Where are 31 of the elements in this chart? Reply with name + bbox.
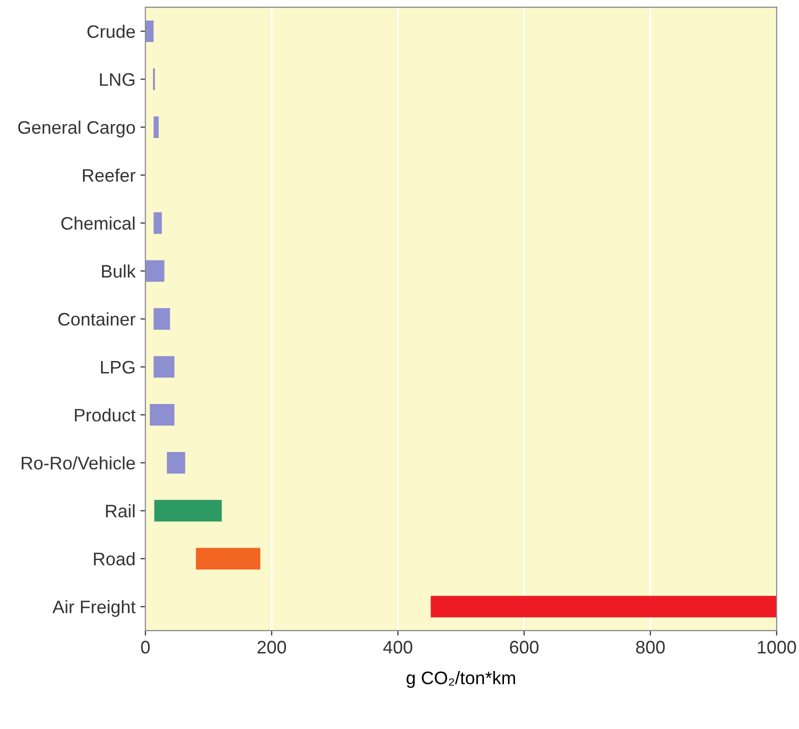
bar	[154, 116, 159, 138]
y-tick-label: Ro-Ro/Vehicle	[22, 456, 135, 470]
y-tick-label: Air Freight	[52, 600, 136, 617]
y-tick-label: LNG	[100, 73, 134, 86]
y-tick-label: Product	[74, 408, 136, 422]
y-tick-label: Bulk	[102, 264, 136, 278]
y-tick-label: Container	[58, 312, 136, 326]
bar	[154, 356, 174, 378]
bar	[430, 596, 777, 618]
y-tick-label: Reefer	[82, 168, 136, 182]
bar	[145, 260, 164, 282]
y-tick-label: Crude	[87, 24, 135, 38]
x-axis-title: g CO₂/ton*km	[406, 671, 516, 688]
bar	[196, 548, 260, 570]
x-tick-label: 0	[141, 640, 150, 654]
x-tick-label: 800	[636, 640, 665, 654]
bar	[145, 20, 154, 42]
y-tick-label: Chemical	[61, 216, 134, 230]
y-tick-label: General Cargo	[18, 120, 135, 138]
x-tick-label: 400	[383, 640, 412, 654]
bar	[150, 404, 174, 426]
bar	[154, 500, 222, 522]
y-tick-label: Road	[94, 552, 135, 566]
bar	[166, 452, 186, 474]
x-tick-label: 600	[510, 640, 538, 654]
bar	[154, 212, 162, 234]
x-tick-label: 200	[258, 640, 286, 654]
y-tick-label: Rail	[106, 504, 134, 518]
bar	[154, 308, 170, 330]
y-tick-label: LPG	[101, 360, 134, 374]
x-tick-label: 1000	[758, 640, 796, 654]
